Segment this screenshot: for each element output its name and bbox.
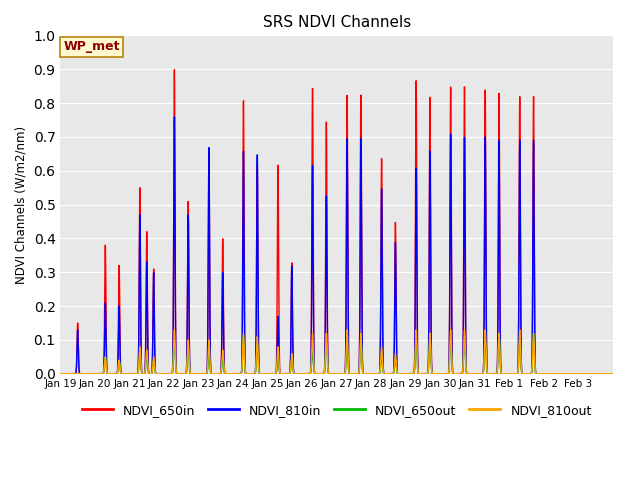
NDVI_650in <box>604 371 611 377</box>
NDVI_650in <box>171 67 179 72</box>
NDVI_650in <box>408 371 415 377</box>
NDVI_650in <box>456 371 464 377</box>
NDVI_650out <box>530 330 538 336</box>
NDVI_650out <box>603 371 611 377</box>
Text: WP_met: WP_met <box>63 40 120 53</box>
NDVI_810out <box>408 371 415 377</box>
NDVI_810in <box>609 371 617 377</box>
NDVI_650in <box>554 371 561 377</box>
NDVI_650in <box>492 371 499 377</box>
NDVI_810in <box>56 371 64 377</box>
NDVI_650out <box>525 371 532 377</box>
Line: NDVI_810in: NDVI_810in <box>60 117 613 374</box>
NDVI_810in <box>408 371 415 377</box>
NDVI_810in <box>170 265 177 271</box>
NDVI_810out <box>609 371 617 377</box>
NDVI_810out <box>456 371 464 377</box>
Y-axis label: NDVI Channels (W/m2/nm): NDVI Channels (W/m2/nm) <box>15 125 28 284</box>
NDVI_810out <box>170 347 177 352</box>
NDVI_650in <box>525 371 532 377</box>
NDVI_810in <box>554 371 561 377</box>
Line: NDVI_650out: NDVI_650out <box>60 333 613 374</box>
NDVI_810in <box>492 371 499 377</box>
NDVI_810out <box>516 327 524 333</box>
NDVI_650out <box>56 371 64 377</box>
NDVI_810out <box>603 371 611 377</box>
NDVI_650out <box>170 352 177 358</box>
Legend: NDVI_650in, NDVI_810in, NDVI_650out, NDVI_810out: NDVI_650in, NDVI_810in, NDVI_650out, NDV… <box>77 398 596 421</box>
Line: NDVI_650in: NDVI_650in <box>60 70 613 374</box>
NDVI_810out <box>56 371 64 377</box>
NDVI_810in <box>456 371 464 377</box>
NDVI_650in <box>170 245 177 251</box>
NDVI_650in <box>56 371 64 377</box>
NDVI_650out <box>492 371 499 377</box>
Title: SRS NDVI Channels: SRS NDVI Channels <box>262 15 411 30</box>
NDVI_810in <box>525 371 532 377</box>
NDVI_810out <box>492 371 499 377</box>
NDVI_650out <box>408 371 415 377</box>
NDVI_810out <box>525 371 532 377</box>
NDVI_650in <box>609 371 617 377</box>
Line: NDVI_810out: NDVI_810out <box>60 330 613 374</box>
NDVI_650out <box>456 371 464 377</box>
NDVI_810in <box>171 114 179 120</box>
NDVI_810in <box>604 371 611 377</box>
NDVI_650out <box>609 371 617 377</box>
